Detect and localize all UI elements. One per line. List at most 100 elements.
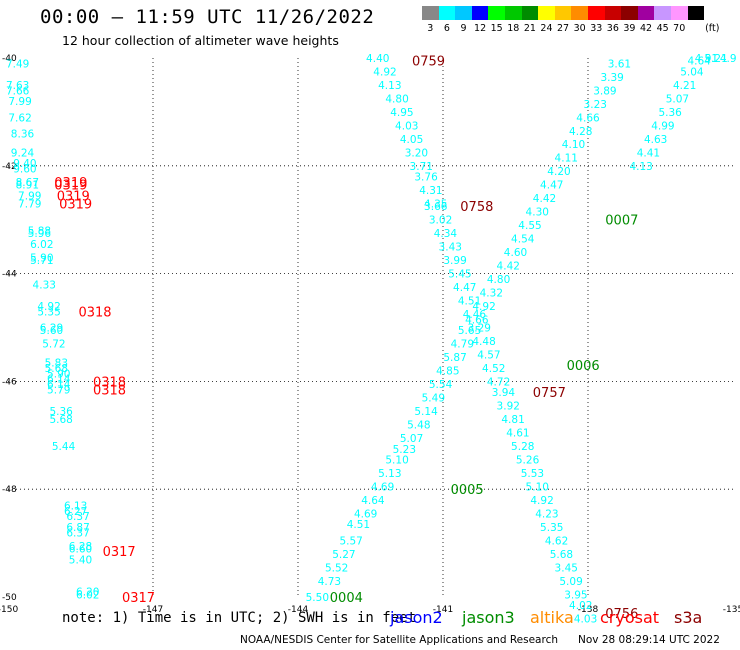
swh-value-label: 8.91: [16, 180, 39, 192]
swh-value-label: 6.87: [66, 522, 89, 534]
scale-bin: 70: [670, 6, 688, 34]
swh-value-label: 6.13: [64, 500, 87, 512]
swh-value-label: 4.20: [547, 166, 570, 178]
y-tick-label: -42: [2, 162, 17, 172]
swh-value-label: 6.27: [64, 506, 87, 518]
scale-label: 39: [623, 23, 636, 34]
legend-jason2: jason2: [390, 608, 443, 627]
pass-time-label: 0319: [54, 176, 87, 191]
swh-value-label: 5.10: [526, 482, 549, 494]
swh-value-label: 4.11: [555, 153, 578, 165]
swh-value-label: 5.04: [680, 66, 704, 78]
swh-value-label: 6.02: [30, 239, 53, 251]
scale-bin: 15: [488, 6, 505, 34]
pass-time-label: 0759: [412, 55, 445, 70]
scale-label: 21: [523, 23, 536, 34]
swh-value-label: 6.02: [76, 589, 99, 601]
swh-value-label: 4.63: [644, 134, 667, 146]
swh-value-label: 7.99: [8, 96, 31, 108]
swh-value-label: 4.35: [424, 199, 447, 211]
swh-value-label: 5.52: [325, 562, 348, 574]
swh-value-label: 4.72: [487, 376, 510, 388]
swh-value-label: 3.76: [414, 172, 438, 184]
swh-value-label: 5.68: [550, 549, 573, 561]
swh-value-label: 3.20: [405, 147, 428, 159]
scale-bin: 18: [504, 6, 522, 34]
scale-bin: [687, 6, 705, 34]
swh-value-label: 5.40: [69, 554, 92, 566]
swh-value-label: 4.66: [465, 314, 489, 326]
swh-value-label: 4.92: [373, 66, 396, 78]
pass-time-label: 0756: [605, 607, 638, 622]
scale-swatch: [488, 6, 505, 20]
swh-value-label: 3.71: [410, 161, 433, 173]
scale-swatch: [571, 6, 588, 20]
pass-time-label: 0319: [54, 179, 87, 194]
swh-value-label: 3.66: [424, 201, 448, 213]
swh-value-label: 5.09: [559, 576, 582, 588]
swh-value-label: 5.48: [407, 420, 430, 432]
pass-time-label: 0005: [451, 483, 484, 498]
swh-value-label: 4.51: [347, 519, 370, 531]
swh-value-label: 4.13: [629, 161, 652, 173]
swh-value-label: 4.42: [533, 193, 556, 205]
swh-value-label: 5.65: [458, 325, 481, 337]
scale-bin: 6: [438, 6, 456, 34]
scale-swatch: [455, 6, 472, 20]
scale-label: 33: [590, 23, 603, 34]
swh-value-label: 4.03: [395, 120, 418, 132]
swh-value-label: 4.66: [576, 112, 600, 124]
swh-value-label: 7.79: [18, 199, 41, 211]
swh-value-label: 4.52: [482, 363, 505, 375]
y-tick-label: -50: [2, 593, 17, 603]
chart-subtitle: 12 hour collection of altimeter wave hei…: [62, 33, 339, 48]
swh-value-label: 5.21: [704, 53, 727, 65]
swh-value-label: 8.67: [16, 177, 39, 189]
scale-bin: 36: [604, 6, 622, 34]
scale-bin: 9: [455, 6, 472, 34]
swh-value-label: 5.83: [45, 358, 68, 370]
swh-value-label: 5.35: [37, 306, 60, 318]
swh-value-label: 4.55: [518, 220, 541, 232]
swh-value-label: 7.66: [6, 85, 30, 97]
scale-bin: 21: [521, 6, 539, 34]
swh-value-label: 4.92: [530, 495, 553, 507]
scale-label: 15: [490, 23, 503, 34]
swh-value-label: 8.36: [11, 128, 35, 140]
swh-value-label: 4.81: [501, 414, 524, 426]
swh-value-label: 5.71: [30, 255, 53, 267]
swh-value-label: 5.26: [516, 455, 540, 467]
scale-bin: 24: [538, 6, 555, 34]
swh-value-label: 5.88: [28, 225, 51, 237]
x-tick-label: -144: [288, 605, 309, 615]
swh-value-label: 5.90: [47, 368, 70, 380]
swh-value-label: 5.35: [540, 522, 563, 534]
swh-value-label: 4.51: [458, 296, 481, 308]
swh-value-label: 7.63: [6, 80, 29, 92]
scale-swatch: [587, 6, 605, 20]
swh-value-label: 7.99: [18, 190, 41, 202]
swh-value-label: 4.31: [419, 185, 442, 197]
swh-value-label: 4.41: [637, 147, 660, 159]
swh-value-label: 3.43: [439, 242, 462, 254]
swh-value-label: 4.30: [526, 207, 549, 219]
swh-value-label: 4.80: [385, 93, 408, 105]
scale-label: 45: [656, 23, 669, 34]
swh-value-label: 4.46: [463, 309, 487, 321]
swh-value-label: 7.62: [8, 112, 31, 124]
swh-value-label: 4.32: [480, 287, 503, 299]
swh-value-label: 4.10: [562, 139, 585, 151]
x-tick-label: -138: [578, 605, 599, 615]
swh-value-label: 4.91: [695, 53, 718, 65]
swh-value-label: 5.07: [666, 93, 689, 105]
scale-swatch: [521, 6, 539, 20]
swh-value-label: 6.37: [66, 511, 89, 523]
swh-value-label: 4.05: [400, 134, 423, 146]
swh-value-label: 4.85: [436, 366, 459, 378]
scale-unit: (ft): [705, 23, 720, 34]
pass-time-label: 0007: [605, 214, 638, 229]
scale-bin: 30: [571, 6, 588, 34]
swh-value-label: 4.47: [453, 282, 476, 294]
swh-value-label: 4.02: [569, 600, 592, 612]
swh-value-label: 5.10: [385, 455, 408, 467]
